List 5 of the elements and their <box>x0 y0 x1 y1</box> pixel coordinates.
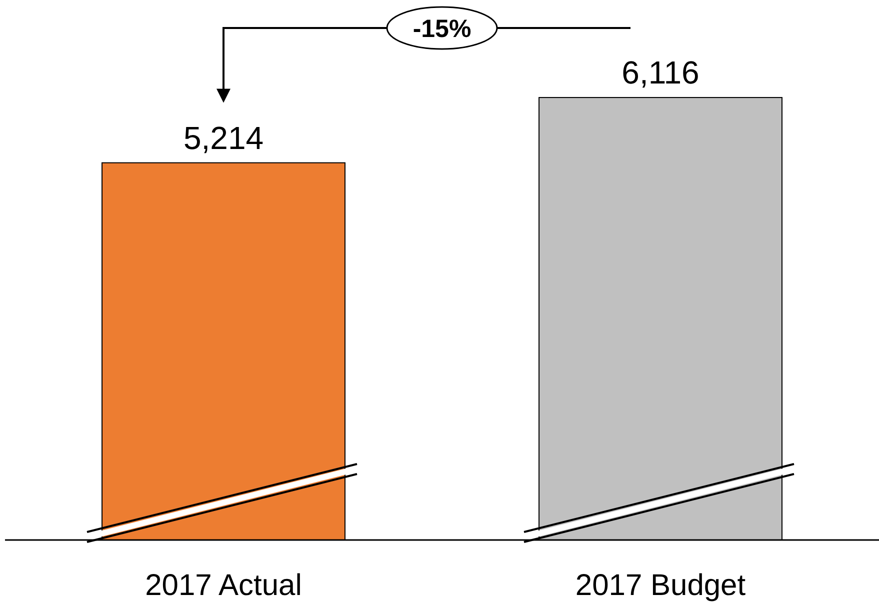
x-tick-label: 2017 Budget <box>575 569 746 602</box>
data-label: 5,214 <box>183 120 264 156</box>
text: -15% <box>412 15 472 43</box>
data-label: 6,116 <box>622 54 700 91</box>
x-tick-label: 2017 Actual <box>145 569 302 602</box>
